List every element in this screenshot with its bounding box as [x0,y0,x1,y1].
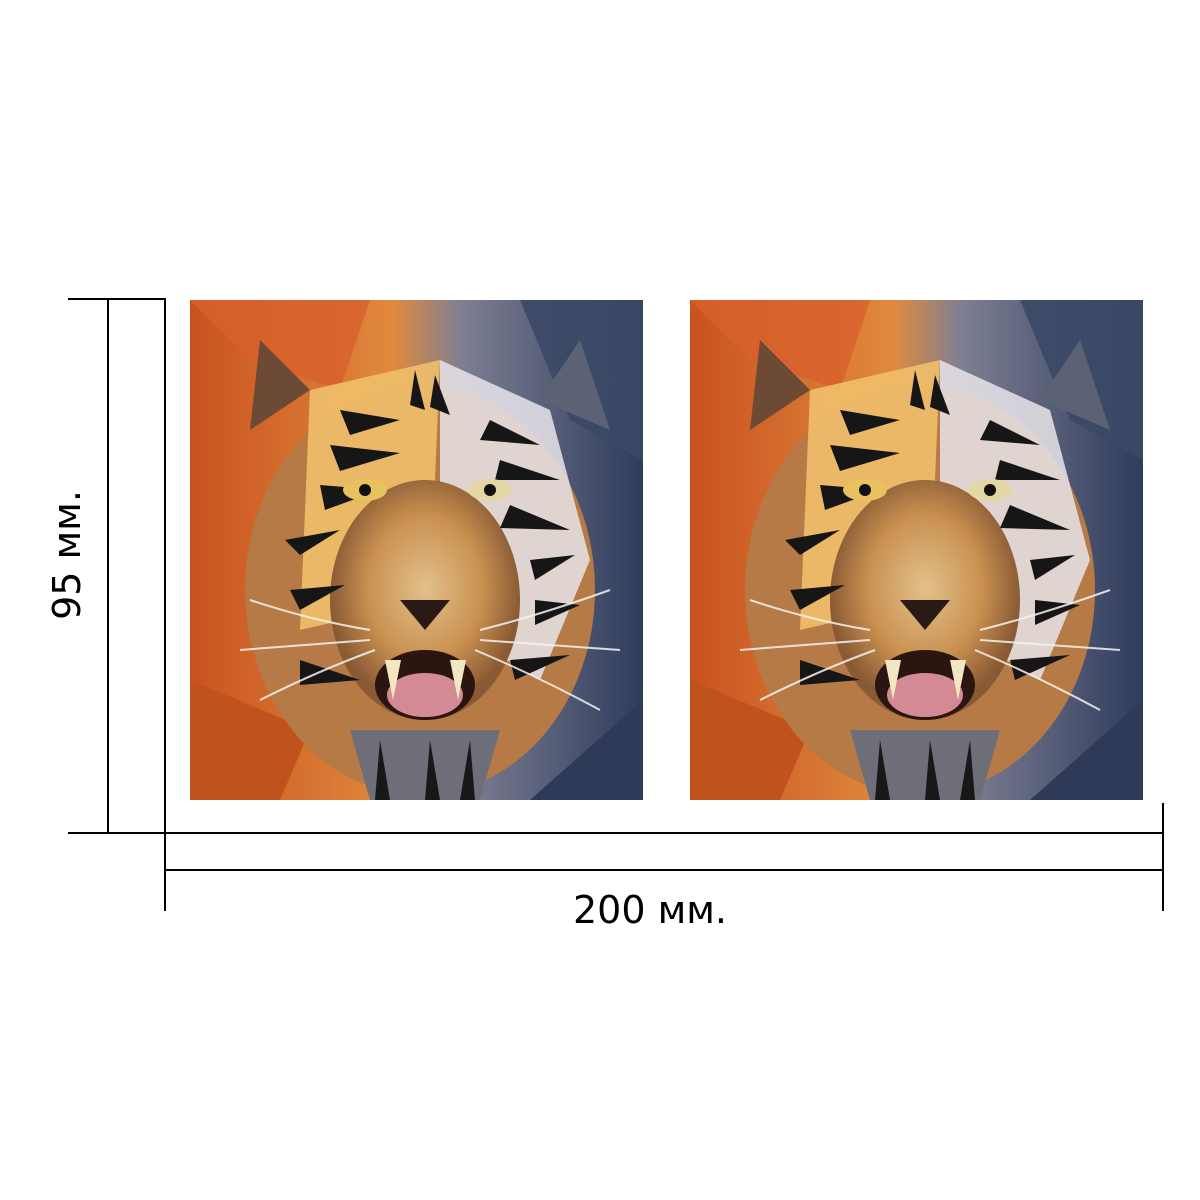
width-dimension-line [165,869,1164,871]
height-dimension-line [107,299,109,834]
height-extension-line-top [68,298,166,300]
height-extension-line-bottom [68,832,166,834]
width-label: 200 мм. [572,888,728,932]
tiger-print-right [690,300,1143,800]
width-extension-line-right [1162,803,1164,911]
width-reference-line [165,832,1164,834]
height-reference-line [164,299,166,834]
tiger-print-left [190,300,643,800]
width-extension-line-left [164,803,166,911]
tiger-face-image [690,300,1143,800]
height-label: 95 мм. [45,490,89,620]
tiger-face-image [190,300,643,800]
